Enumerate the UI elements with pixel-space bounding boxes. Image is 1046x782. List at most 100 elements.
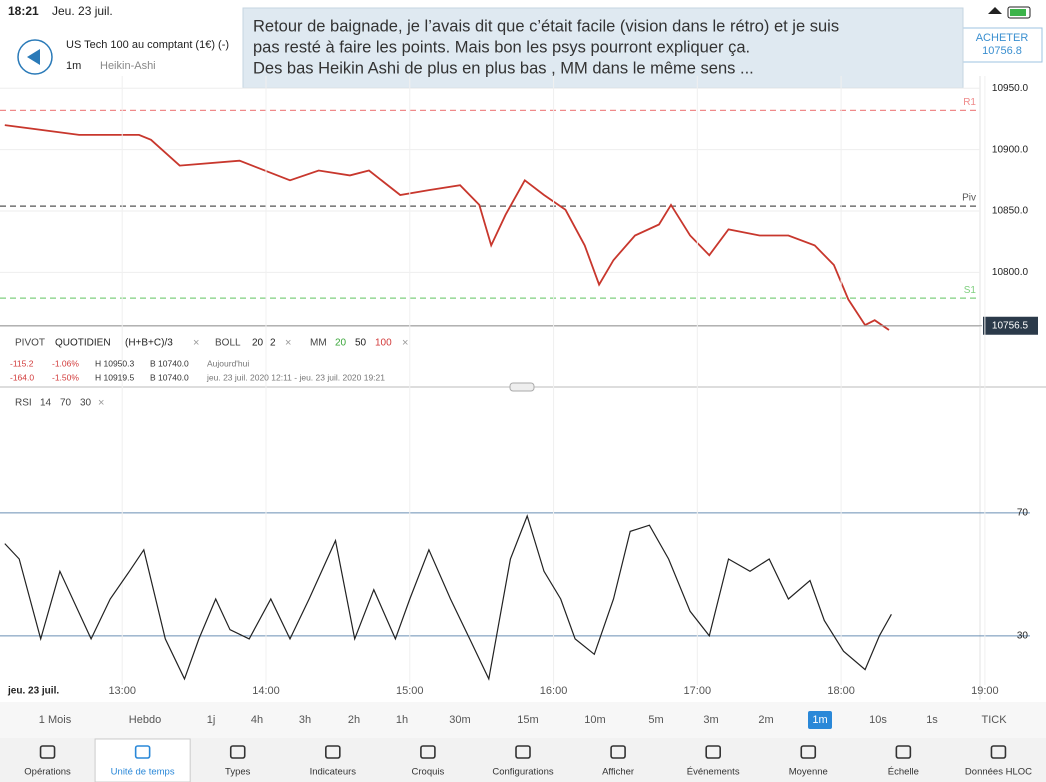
timeframe-bar	[0, 702, 1046, 738]
buy-button[interactable]: ACHETER 10756.8	[961, 27, 1043, 63]
timeframe-option[interactable]: 1s	[926, 714, 938, 726]
timeframe-option[interactable]: 1h	[396, 714, 408, 726]
toolbar-button[interactable]: Unité de temps	[94, 738, 191, 782]
toolbar-icon	[134, 745, 151, 759]
stat: -1.06%	[52, 358, 79, 368]
toolbar-button[interactable]: Données HLOC	[965, 745, 1032, 778]
stat: B 10740.0	[150, 372, 189, 382]
buy-label: ACHETER	[976, 32, 1029, 44]
toolbar-button[interactable]: Types	[225, 745, 251, 778]
y-tick-label: 10900.0	[992, 144, 1029, 155]
y-tick-label: 10850.0	[992, 206, 1029, 217]
timeframe-option[interactable]: 3h	[299, 714, 311, 726]
stat: -115.2	[10, 358, 34, 368]
price-line	[4, 124, 890, 331]
x-tick-label: 14:00	[252, 685, 280, 697]
y-tick-label: 10800.0	[992, 267, 1029, 278]
indicator-legend: QUOTIDIEN	[55, 338, 111, 349]
pivot-label: Piv	[962, 193, 976, 204]
rsi-legend: RSI	[15, 398, 32, 409]
back-button[interactable]	[17, 39, 53, 75]
timeframe-label: 1h	[396, 714, 408, 726]
toolbar-icon	[420, 745, 436, 759]
toolbar-button[interactable]: Échelle	[888, 745, 919, 778]
chart-type: Heikin-Ashi	[100, 60, 156, 72]
last-price-box	[983, 316, 1038, 335]
timeframe-label: TICK	[981, 714, 1007, 726]
timeframe-option[interactable]: 10s	[869, 714, 887, 726]
rsi-legend: 14	[40, 398, 52, 409]
timeframe-label: Hebdo	[129, 714, 161, 726]
timeframe-label: 5m	[648, 714, 663, 726]
x-tick-label: 17:00	[684, 685, 712, 697]
toolbar-label: Échelle	[888, 767, 919, 778]
indicator-legend: 50	[355, 338, 367, 349]
timeframe-label: 15m	[517, 714, 538, 726]
timeframe-option[interactable]: 15m	[517, 714, 538, 726]
timeframe-label: 4h	[251, 714, 263, 726]
remove-icon: ×	[98, 397, 104, 409]
toolbar-button[interactable]: Configurations	[492, 745, 554, 778]
toolbar-label: Indicateurs	[310, 767, 357, 778]
pivot-label: S1	[964, 285, 977, 296]
timeframe-option[interactable]: 2h	[348, 714, 360, 726]
timeframe-label: 1s	[926, 714, 938, 726]
stat: H 10919.5	[95, 372, 134, 382]
timeframe-label: 3h	[299, 714, 311, 726]
stat: B 10740.0	[150, 358, 189, 368]
stat: jeu. 23 juil. 2020 12:11 - jeu. 23 juil.…	[206, 372, 385, 382]
annotation-line: Des bas Heikin Ashi de plus en plus bas …	[253, 59, 754, 77]
timeframe-option[interactable]: 30m	[449, 714, 470, 726]
timeframe-option[interactable]: 5m	[648, 714, 663, 726]
timeframe-label: 30m	[449, 714, 470, 726]
timeframe-option[interactable]: 1j	[207, 714, 216, 726]
toolbar-icon	[515, 745, 531, 759]
toolbar-label: Moyenne	[789, 767, 828, 778]
timeframe-option[interactable]: 1m	[808, 711, 832, 729]
timeframe-label: 1m	[812, 714, 827, 726]
annotation-box	[242, 7, 964, 89]
toolbar-button[interactable]: Indicateurs	[310, 745, 357, 778]
remove-icon: ×	[193, 337, 199, 349]
pane-handle[interactable]	[509, 382, 535, 392]
toolbar-label: Événements	[687, 767, 740, 778]
timeframe-option[interactable]: 2m	[758, 714, 773, 726]
stat: Aujourd'hui	[207, 358, 249, 368]
x-tick-label: 15:00	[396, 685, 424, 697]
timeframe-label: 3m	[703, 714, 718, 726]
annotation-line: pas resté à faire les points. Mais bon l…	[253, 38, 750, 56]
status-date: Jeu. 23 juil.	[52, 4, 113, 18]
rsi-legend: 70	[60, 398, 72, 409]
remove-icon: ×	[285, 337, 291, 349]
y-tick-label: 70	[1017, 508, 1029, 519]
toolbar-icon	[990, 745, 1007, 759]
toolbar-label: Configurations	[492, 767, 554, 778]
last-price-label: 10756.5	[992, 320, 1029, 331]
toolbar-label: Types	[225, 767, 251, 778]
toolbar-icon	[39, 745, 56, 759]
stat: -164.0	[10, 372, 34, 382]
stat: H 10950.3	[95, 358, 134, 368]
toolbar-button[interactable]: Opérations	[24, 745, 71, 778]
toolbar-label: Unité de temps	[111, 767, 175, 778]
date-label: jeu. 23 juil.	[7, 686, 59, 697]
timeframe-option[interactable]: TICK	[981, 714, 1007, 726]
instrument-name: US Tech 100 au comptant (1€) (-)	[66, 39, 229, 51]
timeframe-option[interactable]: 1 Mois	[39, 714, 72, 726]
toolbar-button[interactable]: Afficher	[602, 745, 634, 778]
toolbar-button[interactable]: Moyenne	[789, 745, 828, 778]
timeframe-option[interactable]: 3m	[703, 714, 718, 726]
annotation-line: Retour de baignade, je l’avais dit que c…	[253, 17, 839, 35]
timeframe-option[interactable]: Hebdo	[129, 714, 161, 726]
timeframe-label: 1j	[207, 714, 216, 726]
toolbar-label: Afficher	[602, 767, 634, 778]
toolbar-button[interactable]: Événements	[687, 745, 740, 778]
timeframe-option[interactable]: 4h	[251, 714, 263, 726]
status-time: 18:21	[8, 4, 39, 18]
indicator-legend: (H+B+C)/3	[125, 338, 173, 349]
indicator-legend: 20	[335, 338, 347, 349]
timeframe-option[interactable]: 10m	[584, 714, 605, 726]
toolbar-button[interactable]: Croquis	[412, 745, 445, 778]
toolbar-label: Données HLOC	[965, 767, 1032, 778]
y-tick-label: 30	[1017, 630, 1029, 641]
